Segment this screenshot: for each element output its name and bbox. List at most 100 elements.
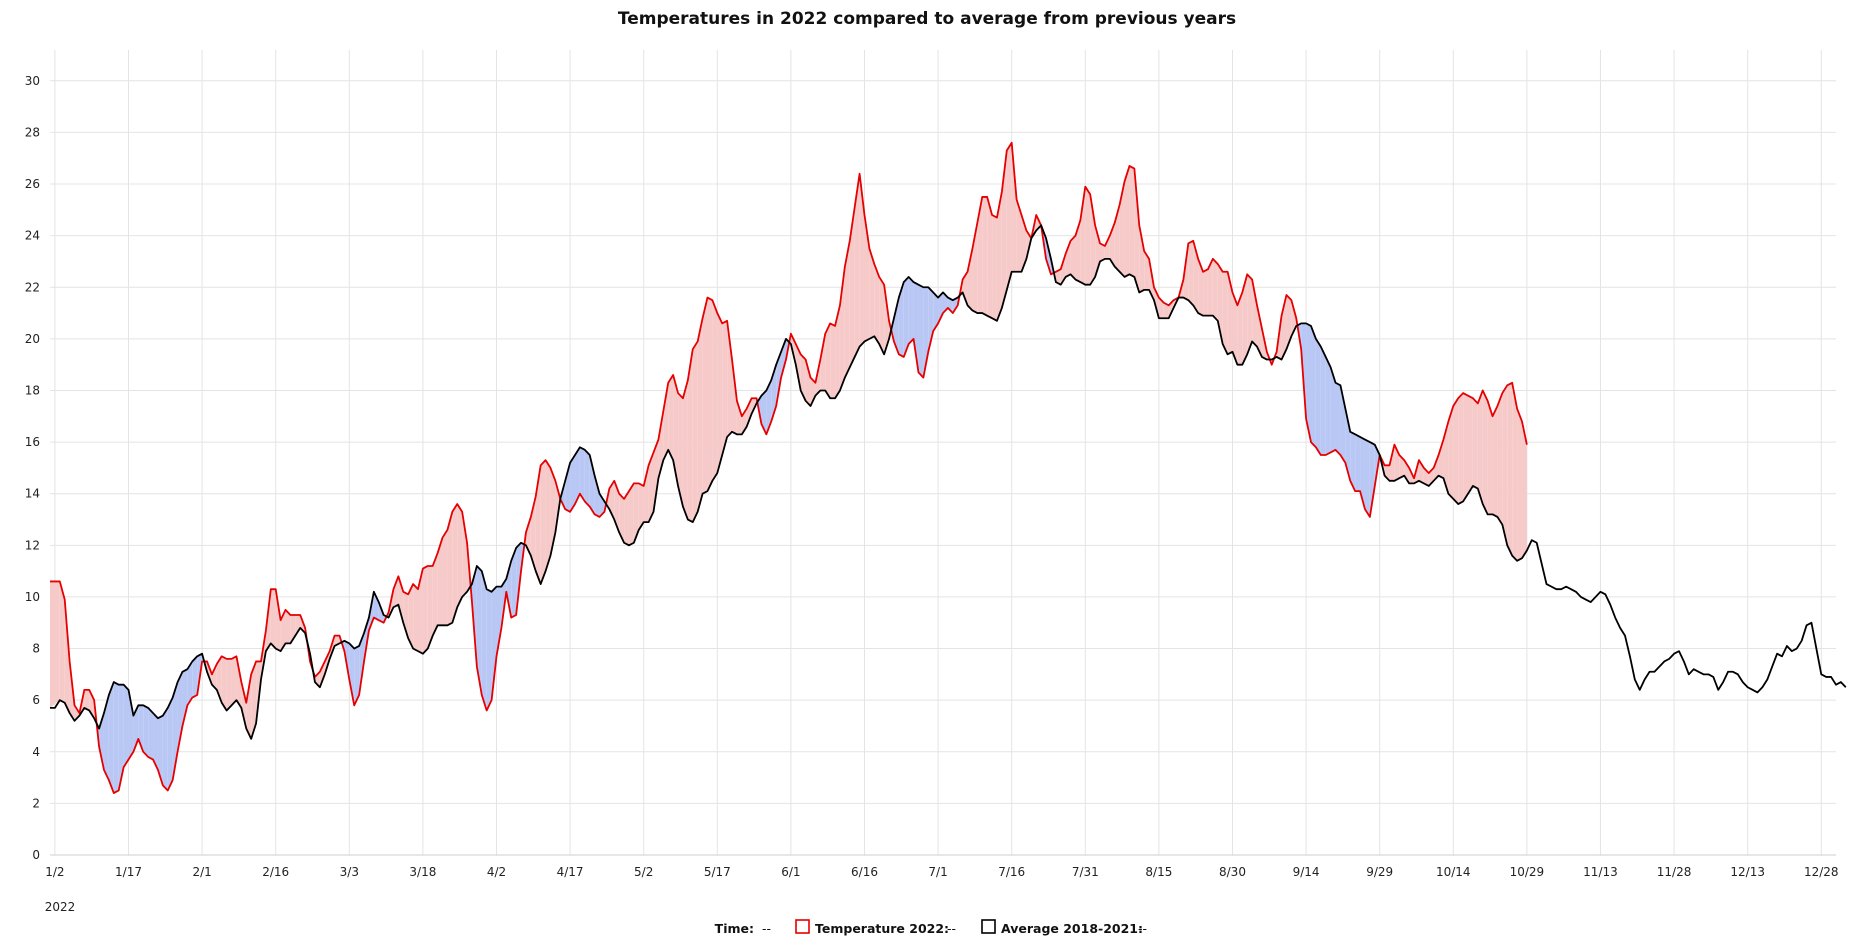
diff-fill: [898, 282, 904, 357]
diff-fill: [825, 323, 831, 399]
x-tick-year-label: 2022: [45, 900, 76, 914]
diff-fill: [722, 320, 728, 455]
y-tick-label: 4: [32, 745, 40, 759]
diff-fill: [844, 240, 850, 378]
x-tick-label: 4/2: [487, 865, 506, 879]
diff-fill: [1242, 274, 1248, 365]
diff-fill: [1507, 382, 1513, 556]
diff-fill: [977, 196, 983, 314]
y-tick-label: 14: [25, 487, 40, 501]
diff-fill: [589, 455, 595, 515]
diff-fill: [491, 586, 497, 701]
diff-fill: [123, 684, 129, 768]
diff-fill: [579, 447, 585, 502]
diff-fill: [1364, 439, 1370, 517]
x-tick-label: 1/2: [45, 865, 64, 879]
diff-fill: [270, 589, 276, 649]
diff-fill: [1355, 434, 1361, 492]
diff-fill: [575, 447, 580, 505]
diff-fill: [511, 547, 517, 618]
diff-fill: [148, 707, 154, 760]
diff-fill: [1247, 274, 1253, 355]
diff-fill: [1129, 165, 1135, 277]
diff-fill: [187, 661, 193, 706]
y-tick-label: 20: [25, 332, 40, 346]
diff-fill: [962, 271, 968, 306]
diff-fill: [1482, 390, 1488, 515]
diff-fill: [1453, 398, 1459, 505]
x-tick-label: 6/1: [781, 865, 800, 879]
diff-fill: [967, 248, 973, 311]
diff-fill: [732, 359, 737, 435]
grid-lines: [50, 50, 1836, 856]
diff-fill: [884, 284, 890, 355]
legend-temperature-swatch: [795, 919, 810, 934]
diff-fill: [182, 669, 188, 726]
diff-fill: [496, 586, 502, 657]
diff-fill: [236, 656, 242, 708]
diff-fill: [192, 656, 198, 698]
x-tick-label: 11/13: [1583, 865, 1618, 879]
y-tick-label: 8: [32, 642, 40, 656]
diff-fill: [1222, 271, 1228, 355]
diff-fill: [413, 584, 418, 652]
diff-fill: [1369, 442, 1375, 517]
y-tick-label: 18: [25, 383, 40, 397]
diff-fill: [251, 661, 257, 739]
diff-fill: [1399, 455, 1405, 479]
diff-fill: [241, 682, 247, 729]
diff-fill: [437, 537, 443, 626]
diff-fill: [50, 581, 60, 708]
diff-fill: [584, 449, 590, 507]
diff-fill: [800, 354, 806, 401]
diff-fill: [1055, 269, 1061, 285]
diff-fill: [1100, 243, 1105, 262]
diff-fill: [1104, 235, 1110, 259]
diff-fill: [143, 705, 149, 757]
diff-fill: [830, 323, 836, 399]
diff-fill: [982, 196, 988, 316]
diff-fill: [638, 483, 644, 530]
diff-fill: [776, 351, 782, 406]
diff-fill: [1134, 168, 1140, 293]
diff-fill: [373, 591, 379, 621]
diff-fill: [540, 460, 546, 585]
diff-fill: [1075, 220, 1081, 283]
diff-fill: [1016, 199, 1022, 272]
diff-fill: [570, 455, 576, 512]
diff-fill: [835, 305, 840, 399]
diff-fill: [462, 511, 468, 597]
diff-fill: [432, 553, 438, 636]
y-tick-label: 0: [32, 848, 40, 862]
diff-fill: [864, 215, 870, 342]
diff-fill: [643, 465, 649, 523]
diff-fill: [1350, 431, 1356, 492]
x-tick-label: 2/16: [262, 865, 289, 879]
y-tick-label: 26: [25, 177, 40, 191]
diff-fill: [1330, 367, 1336, 453]
diff-fill: [913, 282, 919, 373]
x-tick-label: 10/14: [1436, 865, 1471, 879]
diff-fill: [854, 173, 860, 357]
diff-fill: [1144, 251, 1150, 290]
diff-fill: [275, 589, 281, 652]
diff-fill: [1006, 142, 1012, 290]
diff-fill: [442, 529, 448, 626]
diff-fill: [810, 377, 816, 406]
diff-fill: [702, 297, 708, 494]
diff-fill: [128, 689, 134, 760]
diff-fill: [1306, 323, 1311, 443]
diff-fill: [879, 276, 885, 355]
series-lines: [50, 141, 1847, 794]
diff-fill: [457, 504, 463, 608]
diff-fill: [226, 658, 232, 711]
legend-average-swatch: [981, 919, 996, 934]
diff-fill: [1325, 356, 1331, 455]
diff-fill: [849, 207, 855, 368]
diff-fill: [682, 380, 688, 520]
diff-fill: [1188, 240, 1194, 306]
diff-fill: [167, 697, 173, 791]
diff-fill: [1001, 150, 1007, 308]
diff-fill: [162, 707, 168, 791]
